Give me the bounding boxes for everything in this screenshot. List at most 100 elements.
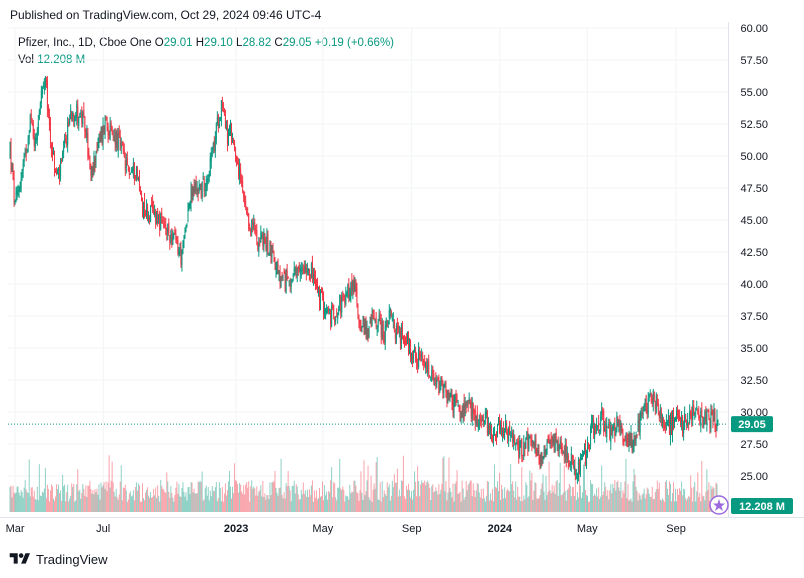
volume-bar — [417, 466, 419, 512]
candle-body — [426, 361, 428, 373]
candle-body — [612, 425, 614, 432]
volume-bar — [91, 493, 93, 512]
candle-body — [151, 204, 153, 206]
volume-bar — [265, 499, 267, 512]
candle-body — [543, 449, 545, 459]
volume-bar — [157, 485, 159, 512]
candle-body — [347, 284, 349, 298]
candle-body — [644, 398, 646, 407]
candle-body — [662, 418, 664, 424]
volume-bar — [570, 496, 572, 512]
candle-body — [42, 85, 44, 87]
candle-body — [573, 465, 575, 470]
volume-bar — [509, 491, 511, 512]
candle-body — [514, 436, 516, 444]
candle-body — [203, 179, 205, 192]
candle-body — [666, 420, 668, 424]
candle-body — [155, 209, 157, 224]
volume-bar — [602, 495, 604, 512]
candle-body — [207, 177, 209, 181]
candle-body — [365, 323, 367, 338]
volume-bar — [455, 481, 457, 512]
candle-body — [205, 183, 207, 191]
candle-body — [241, 180, 243, 184]
volume-bar — [568, 483, 570, 512]
candle-body — [449, 395, 451, 400]
volume-bar — [610, 484, 612, 512]
candle-body — [257, 242, 259, 250]
candle-body — [52, 153, 54, 155]
candle-body — [418, 349, 420, 368]
volume-bar — [543, 491, 545, 512]
candle-body — [304, 265, 306, 273]
volume-bar — [47, 488, 49, 512]
volume-bar — [476, 483, 478, 512]
candle-body — [337, 312, 339, 319]
volume-bar — [547, 491, 549, 512]
candle-body — [129, 172, 131, 174]
candle-body — [607, 426, 609, 428]
price-tick-label: 42.50 — [740, 247, 768, 259]
volume-bar — [136, 490, 138, 512]
candle-body — [179, 247, 181, 251]
volume-bar — [691, 487, 693, 512]
candle-body — [628, 436, 630, 445]
volume-bar — [564, 491, 566, 512]
time-axis: Mar Jul 2023 May Sep 2024 May Sep — [6, 523, 686, 535]
candle-body — [548, 436, 550, 444]
candle-body — [332, 305, 334, 309]
volume-bar — [197, 481, 199, 512]
volume-bar — [661, 498, 663, 512]
candle-body — [614, 424, 616, 437]
volume-bar — [511, 484, 513, 512]
volume-bar — [400, 480, 402, 512]
volume-bar — [162, 488, 164, 512]
volume-bar — [572, 487, 574, 512]
volume-bar — [281, 494, 283, 512]
candle-body — [116, 131, 118, 148]
candle-body — [76, 104, 78, 119]
candle-body — [35, 137, 37, 141]
volume-bar — [98, 484, 100, 512]
candle-body — [485, 411, 487, 415]
volume-bar — [528, 496, 530, 512]
volume-bar — [274, 470, 276, 512]
candle-body — [339, 295, 341, 306]
candle-body — [533, 443, 535, 447]
candle-body — [186, 223, 188, 225]
candle-body — [470, 402, 472, 416]
volume-bar — [586, 495, 588, 512]
footer-brand[interactable]: TradingView — [8, 551, 108, 567]
candle-body — [72, 111, 74, 117]
volume-bar — [31, 487, 33, 512]
volume-bar — [16, 486, 18, 512]
time-tick-label: Jul — [96, 523, 110, 535]
volume-bar — [430, 500, 432, 512]
volume-bar — [550, 493, 552, 512]
candle-body — [147, 207, 149, 221]
candle-body — [537, 451, 539, 454]
volume-bar — [73, 483, 75, 512]
volume-bar — [699, 492, 701, 512]
volume-bar — [695, 501, 697, 512]
volume-bar — [578, 464, 580, 512]
volume-bar — [517, 486, 519, 512]
volume-bar — [599, 499, 601, 512]
candle-body — [376, 328, 378, 330]
volume-bar — [354, 480, 356, 512]
candle-body — [446, 391, 448, 403]
candle-body — [435, 378, 437, 387]
candle-body — [556, 439, 558, 445]
candle-body — [38, 110, 40, 119]
volume-bar — [453, 501, 455, 512]
candle-body — [43, 85, 45, 88]
candle-body — [180, 248, 182, 264]
volume-bar — [191, 482, 193, 512]
volume-bar — [588, 501, 590, 512]
volume-bar — [205, 485, 207, 512]
volume-bar — [158, 495, 160, 512]
candle-body — [428, 360, 430, 375]
candle-body — [443, 384, 445, 393]
candle-body — [240, 168, 242, 182]
